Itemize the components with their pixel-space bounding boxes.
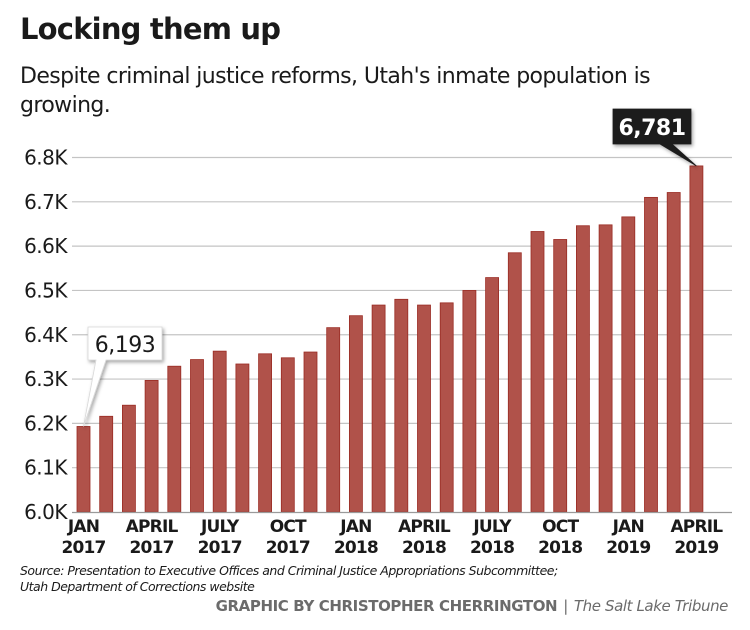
bar: [439, 302, 454, 513]
graphic-credit: GRAPHIC BY CHRISTOPHER CHERRINGTON: [215, 597, 558, 615]
bars: [76, 165, 704, 513]
x-tick-year: 2018: [334, 538, 378, 558]
x-tick-month: JAN: [339, 517, 371, 537]
bar: [348, 315, 363, 513]
bar: [122, 404, 136, 513]
bar: [167, 365, 182, 513]
x-tick-year: 2018: [538, 538, 582, 558]
source-note: Source: Presentation to Executive Office…: [20, 563, 558, 595]
x-tick-year: 2017: [61, 538, 105, 558]
bar: [485, 277, 500, 513]
x-tick-month: JULY: [472, 517, 512, 537]
bar: [417, 304, 431, 513]
source-line-2: Utah Department of Corrections website: [20, 579, 255, 594]
bar: [666, 192, 681, 513]
chart-subtitle: Despite criminal justice reforms, Utah's…: [20, 64, 651, 118]
x-tick-month: JAN: [612, 517, 644, 537]
callout-box: [83, 326, 163, 427]
bar: [689, 165, 704, 513]
bar: [621, 216, 636, 513]
source-line-1: Source: Presentation to Executive Office…: [20, 563, 558, 578]
bar: [76, 426, 91, 513]
x-tick-year: 2019: [606, 538, 650, 558]
x-axis-ticks: JAN2017APRIL2017JULY2017OCT2017JAN2018AP…: [61, 517, 724, 558]
y-tick-label: 6.3K: [24, 367, 68, 391]
y-tick-label: 6.8K: [24, 146, 68, 170]
bar: [576, 225, 590, 513]
x-tick-month: OCT: [542, 517, 579, 537]
bar: [258, 353, 273, 513]
bar: [507, 252, 522, 513]
bar: [212, 350, 227, 513]
bar: [371, 304, 386, 513]
y-tick-label: 6.5K: [24, 278, 68, 302]
x-tick-month: APRIL: [398, 517, 451, 537]
x-tick-year: 2019: [674, 538, 718, 558]
chart-title: Locking them up: [20, 12, 281, 46]
y-tick-label: 6.1K: [24, 456, 68, 480]
bar: [303, 351, 318, 513]
annotations: 6,193 6,781: [83, 108, 697, 427]
bar: [326, 327, 341, 513]
x-tick-year: 2017: [198, 538, 242, 558]
x-tick-month: APRIL: [670, 517, 723, 537]
publication-name: The Salt Lake Tribune: [573, 597, 729, 615]
x-tick-year: 2017: [130, 538, 174, 558]
credit-line: GRAPHIC BY CHRISTOPHER CHERRINGTON | The S…: [215, 597, 729, 615]
callout-box: [612, 108, 697, 167]
bar: [462, 290, 477, 513]
bar: [190, 359, 204, 513]
x-tick-month: APRIL: [126, 517, 179, 537]
bar: [598, 224, 613, 513]
y-axis-ticks: 6.0K 6.1K 6.2K 6.3K 6.4K 6.5K 6.6K 6.7K 6.8K: [24, 146, 69, 525]
bar: [530, 231, 545, 513]
bar: [280, 357, 295, 513]
y-tick-label: 6.2K: [24, 411, 68, 435]
bar: [553, 239, 568, 513]
bar: [394, 298, 409, 513]
bar: [235, 363, 250, 513]
x-tick-year: 2017: [266, 538, 310, 558]
x-tick-year: 2018: [470, 538, 514, 558]
y-tick-label: 6.0K: [24, 500, 68, 524]
x-tick-month: JAN: [67, 517, 99, 537]
callout-label: 6,193: [95, 333, 155, 358]
bar: [99, 415, 114, 513]
callout-label: 6,781: [618, 116, 685, 141]
bar: [144, 379, 159, 513]
callout-first-value: [83, 326, 163, 427]
x-tick-year: 2018: [402, 538, 446, 558]
y-tick-label: 6.6K: [24, 234, 68, 258]
x-tick-month: OCT: [270, 517, 307, 537]
x-tick-month: JULY: [200, 517, 240, 537]
y-tick-label: 6.7K: [24, 190, 68, 214]
callout-last-value: [612, 108, 697, 167]
credit-separator: |: [563, 597, 568, 615]
y-tick-label: 6.4K: [24, 323, 68, 347]
bar: [644, 196, 658, 513]
